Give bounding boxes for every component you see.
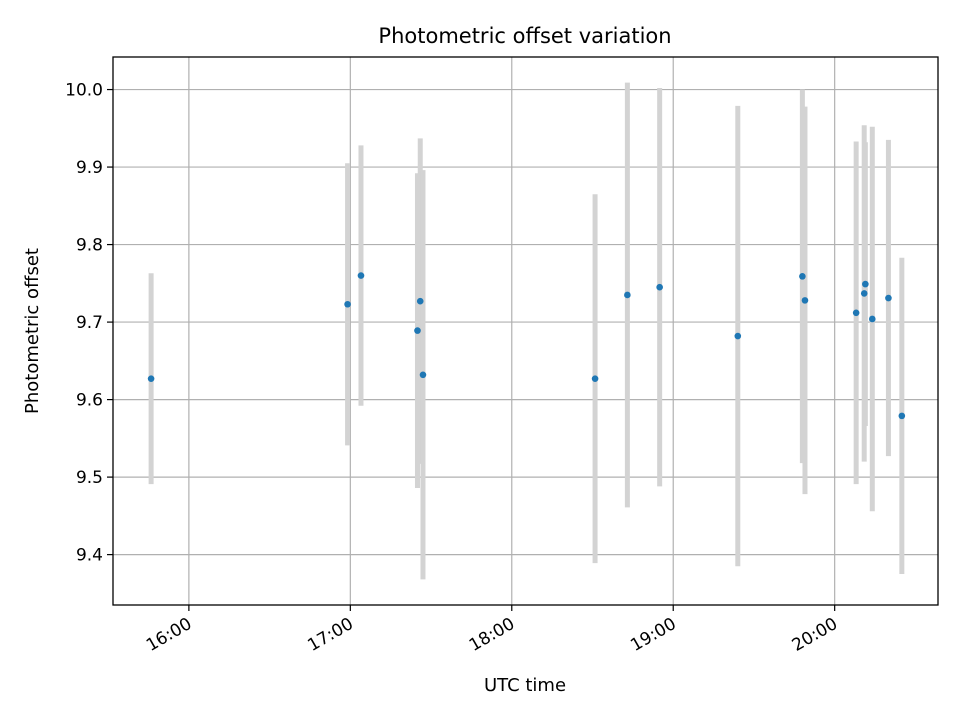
data-point xyxy=(801,297,809,304)
data-point xyxy=(624,291,631,299)
y-tick-label: 9.8 xyxy=(76,236,103,256)
data-point xyxy=(862,280,869,288)
data-point xyxy=(852,309,860,317)
y-tick-label: 9.4 xyxy=(76,546,103,566)
data-point xyxy=(357,272,365,279)
y-tick-label: 9.9 xyxy=(76,158,103,178)
data-point xyxy=(885,294,892,302)
x-axis-label: UTC time xyxy=(484,675,566,696)
y-axis-ticks: 9.4 9.5 9.6 9.7 9.8 9.9 10.0 xyxy=(65,81,113,566)
y-tick-label: 9.5 xyxy=(76,468,103,488)
data-point xyxy=(414,327,421,334)
y-tick-label: 10.0 xyxy=(65,81,103,101)
y-tick-label: 9.6 xyxy=(76,391,103,411)
data-point xyxy=(344,300,351,308)
y-tick-label: 9.7 xyxy=(76,313,103,333)
data-point xyxy=(591,375,599,382)
data-point xyxy=(416,297,424,305)
data-point xyxy=(898,412,906,420)
data-points xyxy=(147,272,906,420)
plot-frame xyxy=(112,56,939,606)
data-point xyxy=(860,290,868,297)
data-point xyxy=(656,283,663,291)
data-point xyxy=(799,273,806,280)
data-point xyxy=(868,315,876,323)
data-point xyxy=(419,371,427,379)
data-point xyxy=(734,332,742,340)
chart-title: Photometric offset variation xyxy=(378,24,671,48)
data-point xyxy=(147,375,155,382)
y-axis-label: Photometric offset xyxy=(22,248,43,414)
